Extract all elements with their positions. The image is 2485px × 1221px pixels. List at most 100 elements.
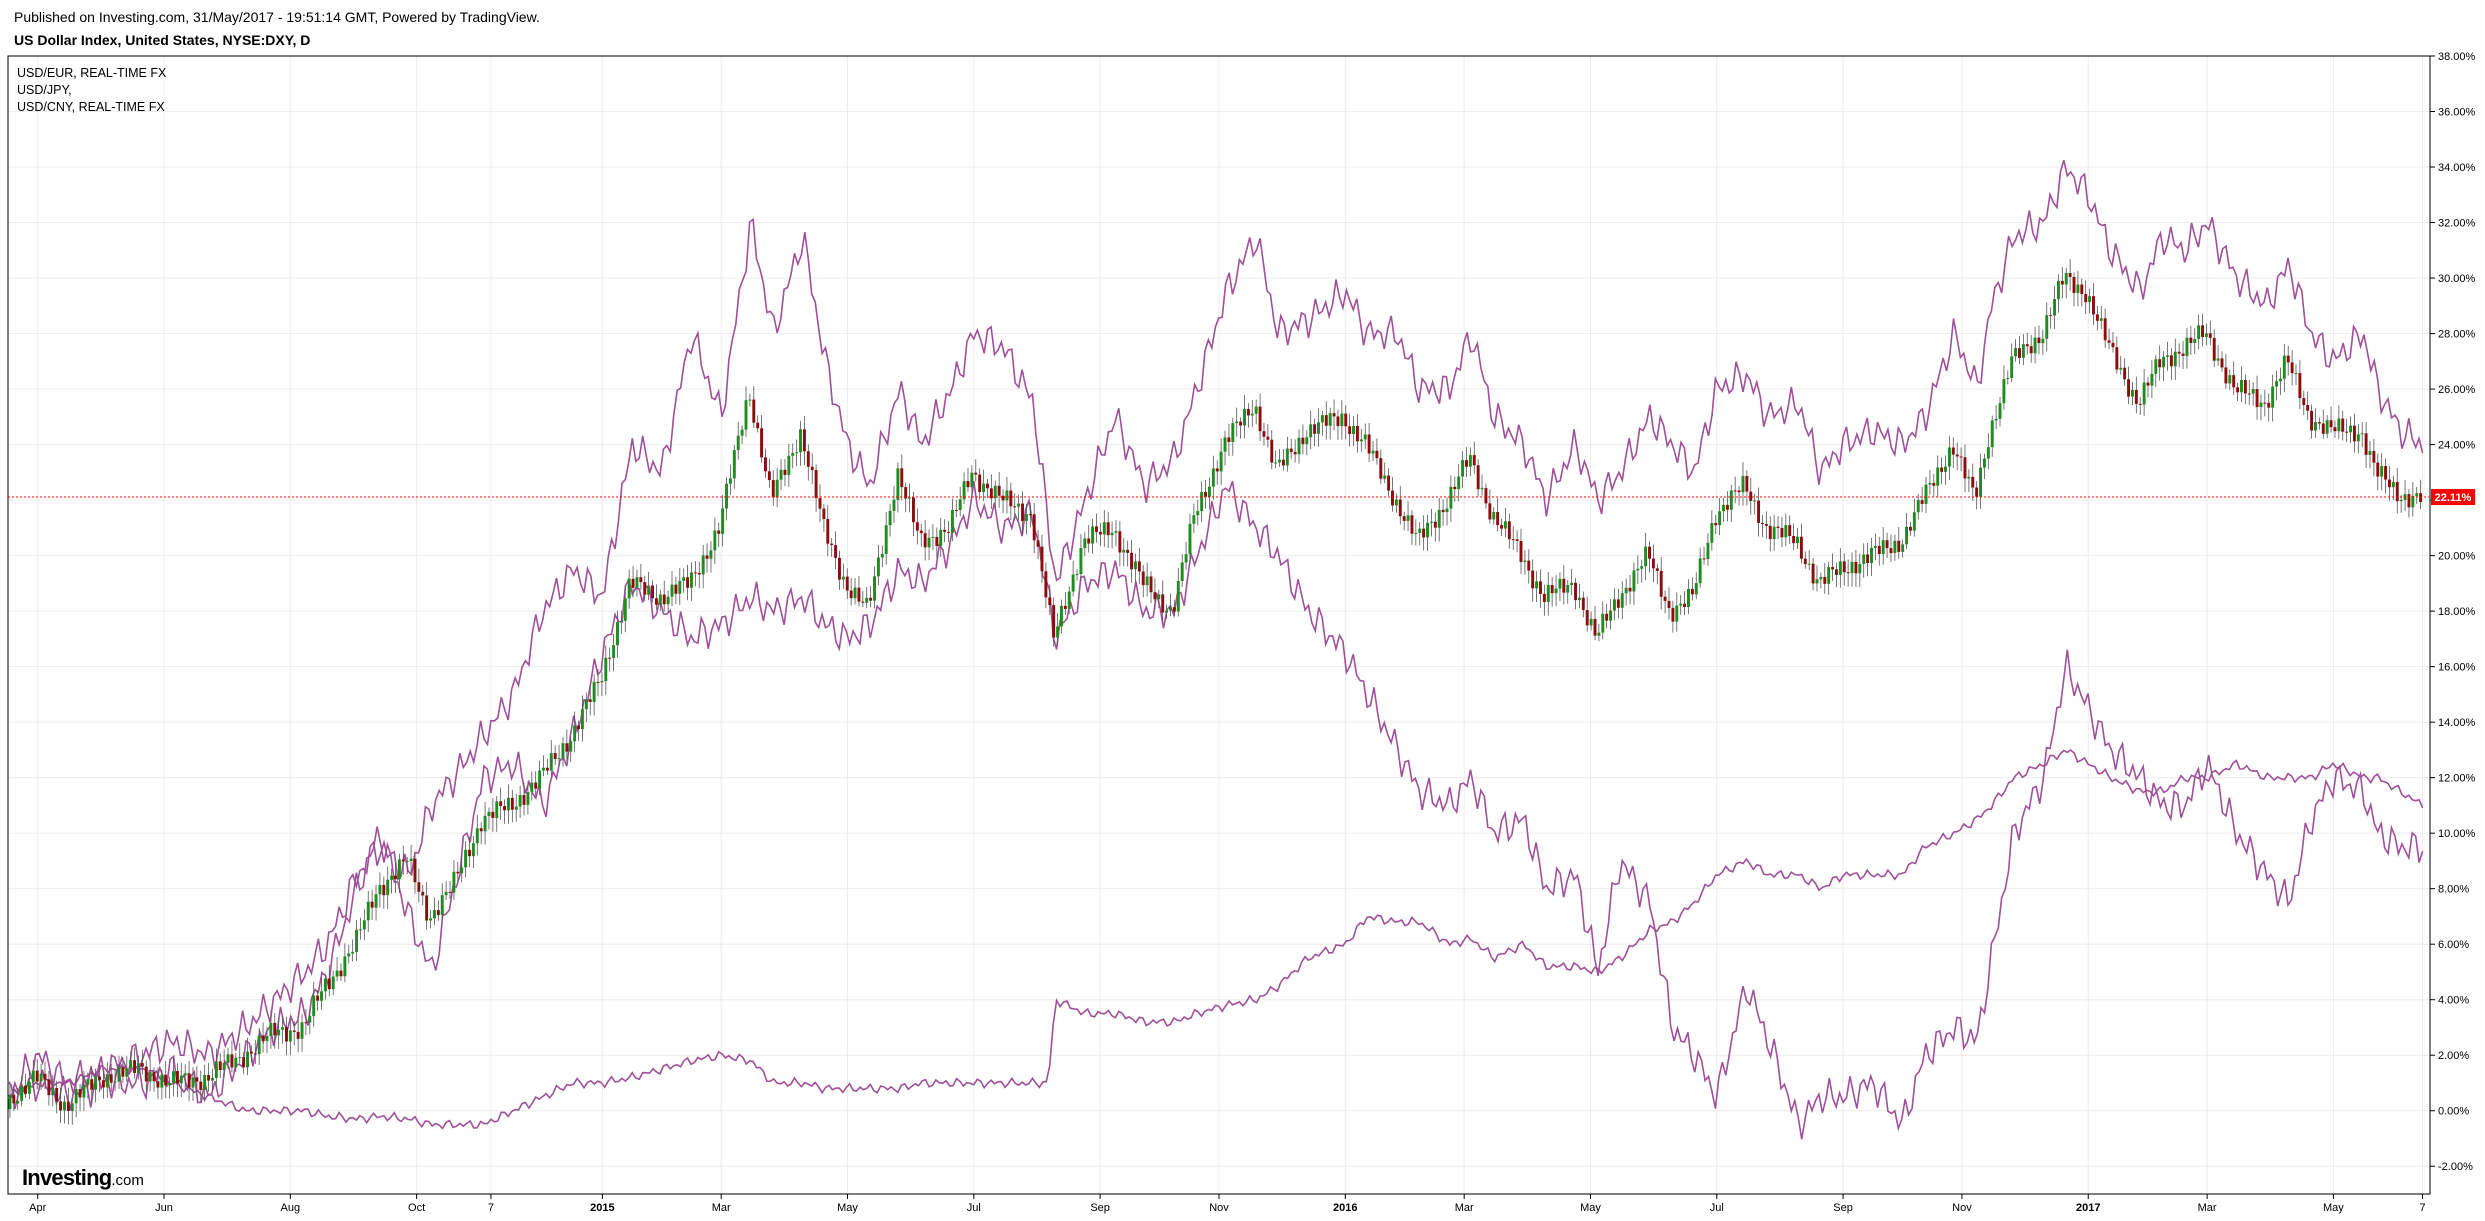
candle-body [2092, 296, 2095, 315]
candle-body [643, 582, 647, 595]
candle-body [635, 577, 639, 588]
candle-body [748, 399, 752, 401]
candle-body [596, 681, 600, 683]
candle-body [1087, 538, 1091, 544]
candle-body [775, 479, 779, 498]
candle-body [444, 891, 448, 896]
candle-body [760, 428, 764, 458]
candle-body [869, 597, 873, 601]
candle-body [1535, 581, 1539, 589]
candle-body [2111, 342, 2115, 348]
candle-body [1842, 561, 1846, 573]
candle-body [697, 572, 701, 575]
candle-body [2298, 373, 2302, 399]
candle-body [2314, 422, 2317, 431]
candlestick-series [8, 259, 2423, 1125]
candle-body [2240, 380, 2243, 393]
candle-body [1309, 424, 1313, 438]
x-tick-label: May [837, 1202, 858, 1214]
candle-body [160, 1074, 164, 1088]
candle-body [1270, 439, 1274, 463]
candle-body [1690, 588, 1694, 595]
candle-body [744, 400, 748, 430]
candle-body [1792, 536, 1796, 544]
legend-item-usd-cny[interactable]: USD/CNY, REAL-TIME FX [17, 100, 165, 114]
candle-body [2259, 402, 2263, 408]
candle-body [1671, 607, 1675, 622]
candle-body [639, 577, 643, 583]
candle-body [1636, 568, 1640, 571]
candle-body [471, 843, 475, 857]
candle-body [2146, 382, 2150, 386]
candle-body [2049, 315, 2053, 317]
candle-body [962, 481, 966, 500]
investing-logo[interactable]: Investing.com [22, 1165, 144, 1191]
candle-body [1145, 576, 1149, 586]
candle-body [101, 1080, 105, 1088]
candle-body [70, 1103, 74, 1112]
candle-body [55, 1087, 59, 1102]
candle-body [966, 481, 970, 488]
candle-body [721, 508, 725, 534]
candle-body [1570, 582, 1574, 586]
candle-body [183, 1073, 187, 1076]
candle-body [1472, 455, 1476, 466]
candle-body [491, 811, 495, 818]
candle-body [989, 488, 993, 499]
candle-body [1091, 526, 1095, 544]
series-line-2[interactable] [7, 480, 2424, 1140]
candle-body [561, 743, 565, 759]
candle-body [651, 585, 654, 599]
candle-body [98, 1076, 101, 1081]
candle-body [709, 550, 713, 559]
candle-body [2282, 355, 2286, 379]
candle-body [2263, 402, 2267, 404]
y-tick-label: -2.00% [2438, 1161, 2473, 1173]
candle-body [740, 429, 744, 436]
candle-body [2325, 420, 2329, 434]
candle-body [425, 895, 429, 921]
y-tick-label: 38.00% [2438, 51, 2476, 63]
candle-body [1336, 416, 1340, 427]
candle-body [1192, 515, 1196, 524]
series-line-3[interactable] [7, 748, 2424, 1130]
candle-body [358, 929, 362, 931]
candle-body [1628, 587, 1632, 592]
candle-body [199, 1081, 203, 1090]
legend-item-usd-jpy[interactable]: USD/JPY, [17, 83, 72, 97]
series-line-1[interactable] [7, 159, 2424, 1099]
candle-body [2193, 338, 2197, 344]
x-tick-label: Aug [281, 1202, 301, 1214]
candle-body [152, 1071, 156, 1082]
current-value-badge [2431, 489, 2475, 506]
candle-body [690, 572, 693, 588]
candle-body [1133, 561, 1137, 570]
candle-body [2208, 333, 2212, 338]
candle-body [584, 699, 588, 710]
candle-body [600, 681, 604, 683]
candle-body [577, 725, 581, 730]
candle-body [1986, 447, 1990, 459]
legend-item-usd-eur[interactable]: USD/EUR, REAL-TIME FX [17, 66, 167, 80]
candle-body [339, 970, 343, 977]
candle-body [2419, 493, 2423, 503]
candle-body [2321, 423, 2325, 434]
candle-body [1297, 437, 1301, 455]
candle-body [1367, 434, 1371, 454]
candle-body [822, 508, 826, 520]
candle-body [1531, 570, 1535, 589]
x-tick-label: Jul [967, 1202, 981, 1214]
candle-body [1422, 528, 1426, 538]
candle-body [436, 910, 440, 916]
candle-body [725, 483, 728, 509]
candle-body [308, 1016, 312, 1023]
candle-body [873, 576, 876, 601]
candle-body [2064, 273, 2068, 285]
candle-body [1095, 526, 1098, 532]
candle-body [1476, 465, 1480, 490]
candle-body [1449, 486, 1453, 509]
candle-body [2119, 367, 2123, 370]
candle-body [86, 1079, 90, 1085]
candle-body [1281, 459, 1285, 466]
